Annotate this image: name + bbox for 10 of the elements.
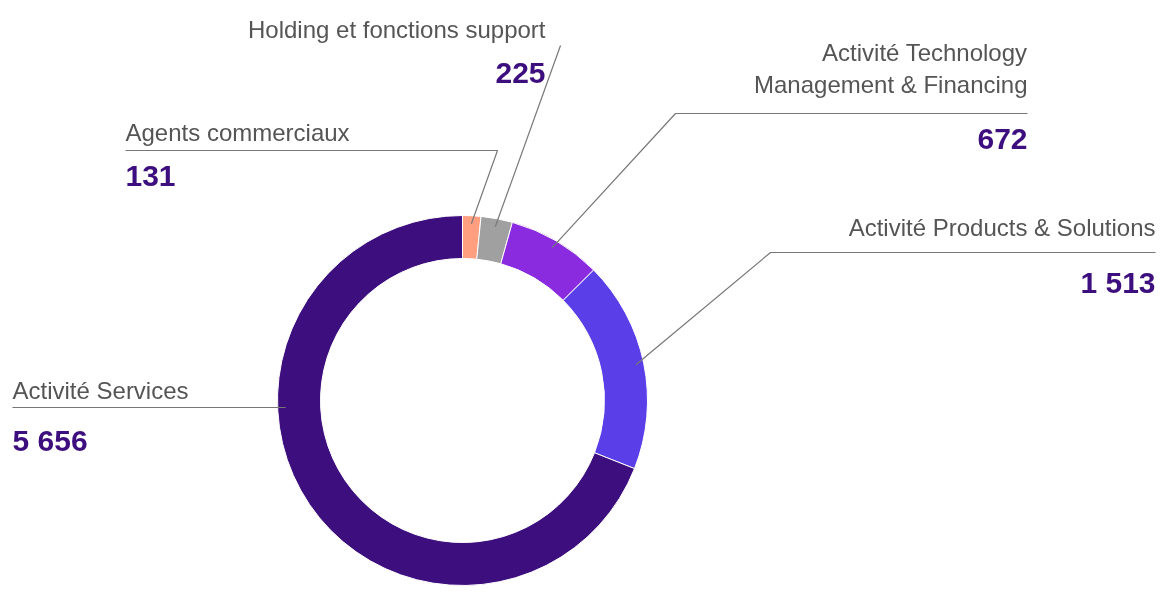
slice-label: Activité Products & Solutions	[848, 213, 1156, 241]
slice-label: Activité Services	[12, 376, 189, 404]
slice-label: Activité Technology Management & Financing	[754, 38, 1028, 98]
data-label: 5 656	[12, 423, 88, 457]
data-label: 131	[125, 158, 176, 192]
data-label: 1 513	[1080, 265, 1156, 299]
slice-label: Holding et fonctions support	[247, 15, 546, 43]
data-label: 225	[495, 55, 546, 89]
slice-label: Agents commerciaux	[125, 118, 350, 146]
data-label: 672	[977, 121, 1028, 155]
